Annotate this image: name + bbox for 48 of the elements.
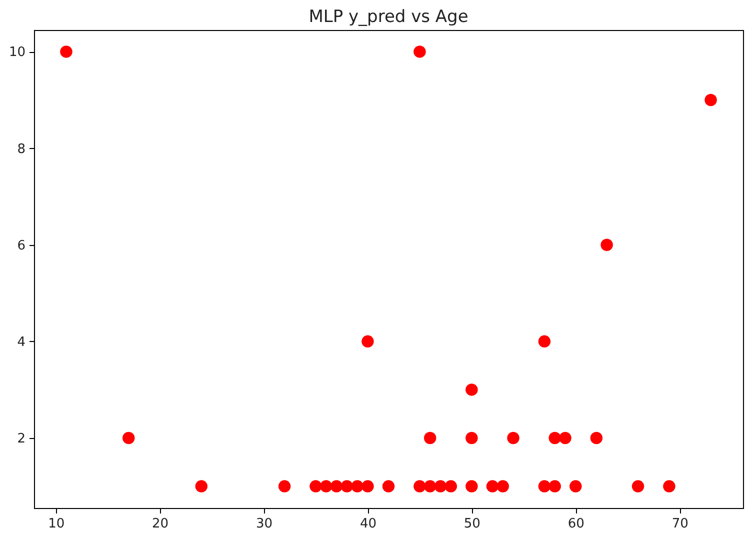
x-tick-label: 70 [672, 516, 688, 532]
point [663, 480, 676, 492]
point [310, 480, 322, 492]
point [278, 480, 291, 492]
y-tick-label: 2 [17, 431, 26, 446]
x-tick-label: 40 [360, 516, 376, 532]
point [632, 480, 644, 492]
point [548, 480, 561, 492]
point [424, 432, 436, 444]
x-tick-label: 10 [48, 516, 65, 532]
chart-title: MLP y_pred vs Age [308, 7, 468, 27]
point [195, 480, 208, 492]
point [424, 480, 436, 492]
point [330, 480, 343, 492]
point [382, 480, 395, 492]
point [548, 432, 561, 444]
point [320, 480, 332, 492]
point [414, 46, 426, 58]
point [538, 480, 551, 492]
x-tick-label: 50 [464, 516, 480, 532]
point [570, 480, 582, 492]
point [590, 432, 603, 444]
point [704, 94, 717, 106]
point [559, 432, 572, 444]
point [466, 384, 478, 396]
y-tick-label: 10 [8, 45, 26, 60]
point [538, 335, 551, 348]
x-tick-label: 60 [568, 516, 584, 532]
point [60, 46, 72, 58]
y-tick-label: 6 [17, 238, 26, 254]
point [600, 238, 613, 251]
point [444, 480, 457, 492]
point [507, 432, 520, 444]
point [496, 480, 509, 492]
y-tick-label: 8 [17, 142, 26, 157]
x-tick-label: 30 [256, 516, 273, 532]
point [340, 480, 354, 492]
point [466, 480, 478, 492]
point [362, 480, 374, 492]
x-tick-label: 20 [152, 516, 169, 532]
point [486, 480, 499, 492]
point [351, 480, 364, 492]
point [414, 480, 426, 492]
point [466, 432, 478, 444]
point [362, 335, 374, 348]
point [122, 432, 135, 444]
y-tick-label: 4 [17, 334, 26, 350]
point [434, 480, 447, 492]
